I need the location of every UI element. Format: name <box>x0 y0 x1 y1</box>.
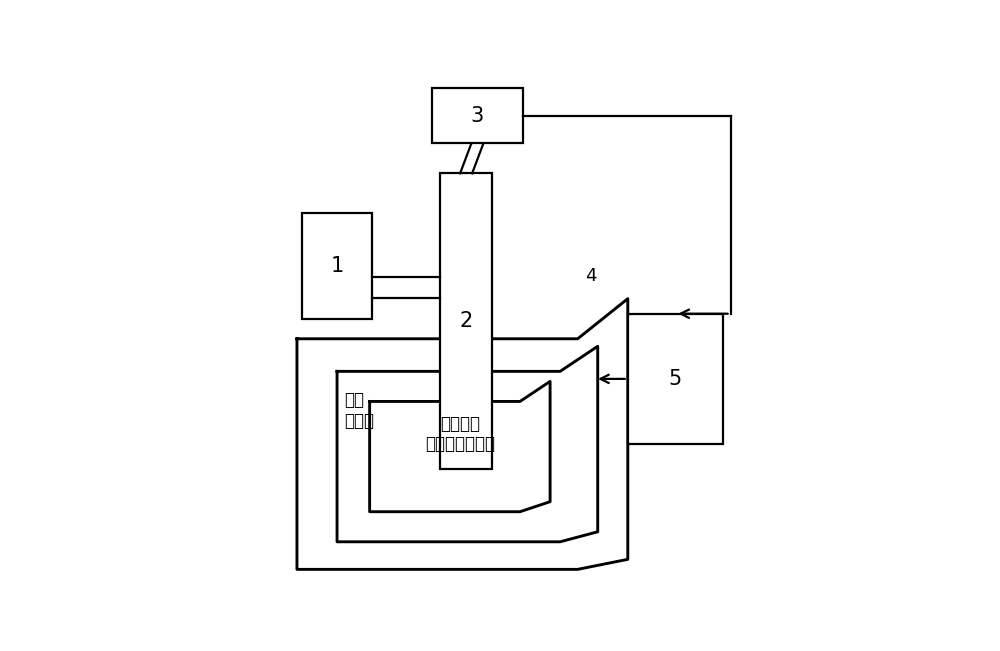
Bar <box>302 214 372 319</box>
Text: 3: 3 <box>471 105 484 126</box>
Text: 4: 4 <box>585 267 597 285</box>
Text: 被测器件
（芯底面向上）: 被测器件 （芯底面向上） <box>425 415 495 454</box>
Text: 1: 1 <box>330 256 344 276</box>
Bar <box>432 88 523 143</box>
Bar <box>628 314 723 444</box>
Text: 试验
电路板: 试验 电路板 <box>345 391 375 430</box>
Text: 2: 2 <box>460 311 473 331</box>
Text: 5: 5 <box>669 369 682 389</box>
Bar <box>440 173 492 469</box>
